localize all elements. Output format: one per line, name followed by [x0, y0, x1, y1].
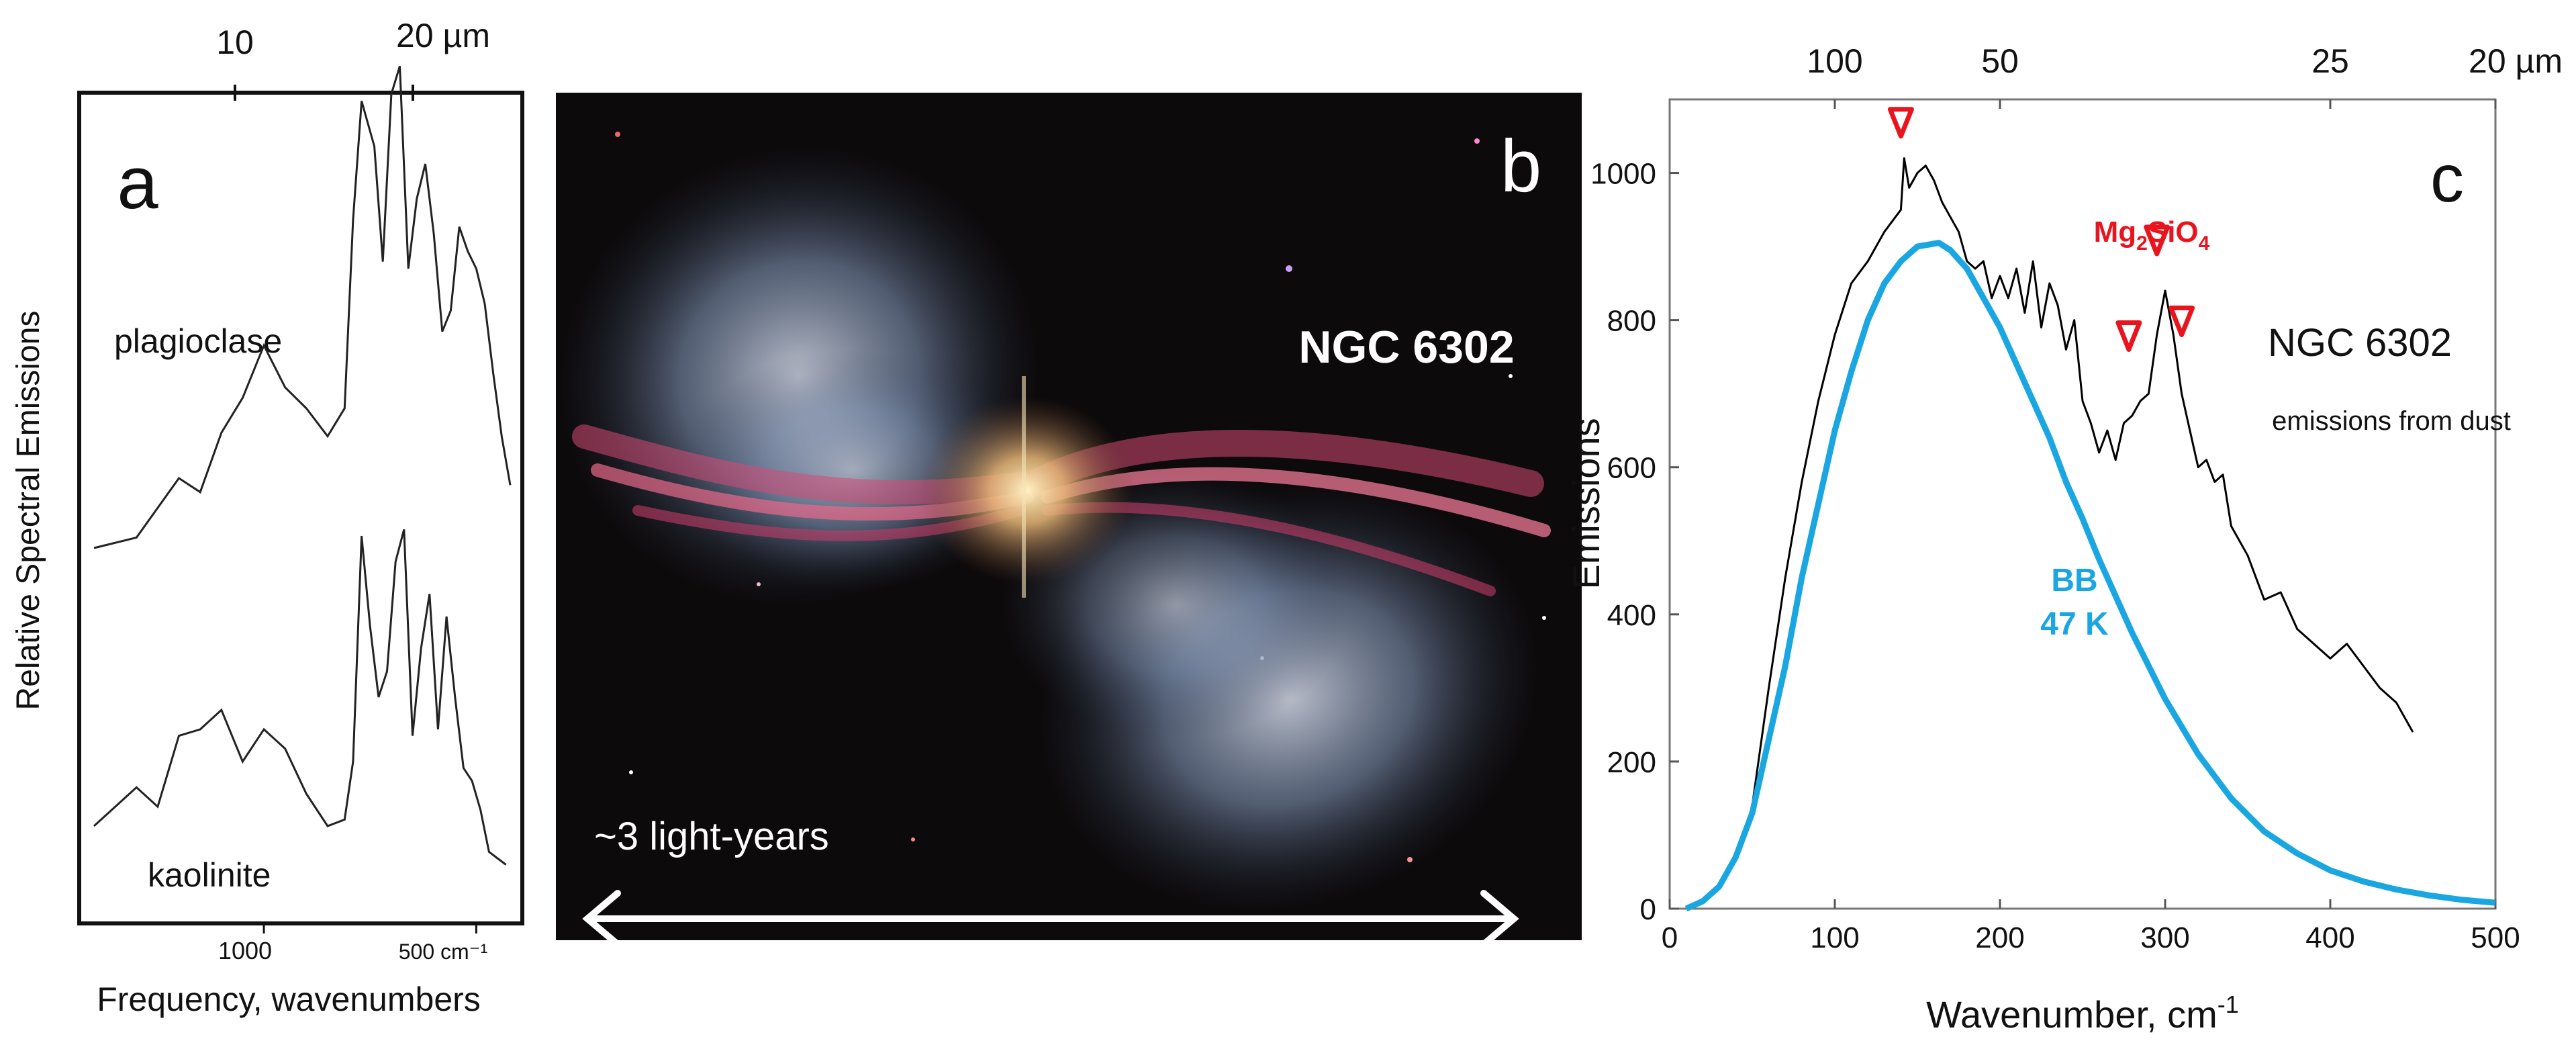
bb-label-line2: 47 K: [2040, 606, 2109, 642]
top-tick-label: 50: [1981, 42, 2019, 80]
panel-b: b NGC 6302 ~3 light-years: [537, 0, 1584, 1047]
series-line-kaolinite: [93, 529, 507, 866]
y-tick-label: 600: [1607, 452, 1656, 485]
panel-c: 0 100 200 300 400 500 0 200 400 600 800 1000 100 50 25…: [1517, 0, 2576, 1047]
bb-label-line1: BB: [2051, 563, 2097, 598]
x-tick-label: 500: [2471, 921, 2520, 954]
scale-arrow: [582, 890, 1519, 948]
panel-letter-c: c: [2430, 141, 2464, 216]
chart-title: NGC 6302: [2268, 321, 2452, 365]
x-tick-label: 300: [2140, 921, 2189, 954]
x-tick-label: 200: [1975, 921, 2024, 954]
y-tick-label: 800: [1607, 305, 1656, 338]
series-line-dust: [1751, 157, 2414, 806]
panel-a-chart: 10 20 µm 1000 500 cm⁻¹ a Relative Spectr…: [11, 17, 524, 1018]
y-tick-label: 400: [1607, 599, 1656, 632]
y-tick-label: 0: [1640, 893, 1656, 926]
series-line-blackbody: [1684, 240, 2496, 912]
bottom-tick-500: 500 cm⁻¹: [399, 940, 487, 964]
chart-subtitle: emissions from dust: [2272, 406, 2511, 436]
series-line-plagioclase: [93, 65, 512, 549]
x-tick-label: 0: [1662, 921, 1678, 954]
nebula-image: b NGC 6302 ~3 light-years: [556, 93, 1582, 948]
top-tick-20um: 20 µm: [396, 17, 490, 54]
series-label-kaolinite: kaolinite: [148, 856, 271, 894]
y-tick-label: 200: [1607, 746, 1656, 779]
panel-c-frame: [1668, 98, 2497, 910]
x-axis-label: Frequency, wavenumbers: [97, 981, 481, 1018]
panel-a: 10 20 µm 1000 500 cm⁻¹ a Relative Spectr…: [0, 0, 537, 1047]
panel-c-chart: 0 100 200 300 400 500 0 200 400 600 800 1000 100 50 25…: [1565, 42, 2563, 1036]
y-tick-label: 1000: [1590, 158, 1656, 191]
x-tick-label: 100: [1810, 921, 1859, 954]
y-axis-label: Emissions: [1565, 418, 1607, 589]
feature-arrow: [2144, 224, 2170, 257]
feature-arrow: [1887, 107, 1914, 139]
top-tick-label: 20 µm: [2469, 42, 2563, 80]
x-tick-label: 400: [2305, 921, 2354, 954]
x-axis-label: Wavenumber, cm-1: [1926, 991, 2239, 1036]
panel-letter-b: b: [1500, 125, 1541, 208]
nebula-core: [920, 396, 1135, 584]
panel-a-frame: [77, 91, 524, 925]
nebula-title: NGC 6302: [1298, 322, 1514, 373]
scale-label: ~3 light-years: [594, 815, 829, 858]
mineral-label: Mg2SiO4: [2094, 216, 2210, 255]
top-tick-10: 10: [216, 24, 254, 61]
feature-arrow: [2168, 306, 2195, 338]
panel-letter-a: a: [117, 142, 158, 224]
top-tick-label: 100: [1807, 42, 1862, 80]
bottom-tick-1000: 1000: [218, 937, 272, 964]
feature-arrow: [2115, 320, 2142, 352]
top-tick-label: 25: [2311, 42, 2349, 80]
y-axis-label: Relative Spectral Emissions: [11, 311, 46, 711]
series-label-plagioclase: plagioclase: [114, 322, 282, 360]
